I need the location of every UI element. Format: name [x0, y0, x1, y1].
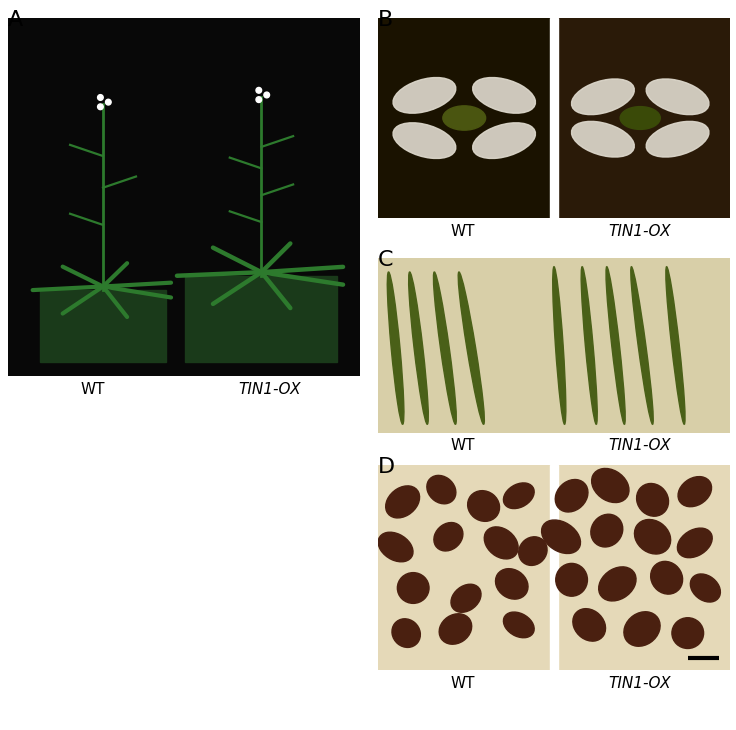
- Ellipse shape: [556, 564, 587, 596]
- Ellipse shape: [484, 527, 518, 559]
- Ellipse shape: [393, 123, 456, 158]
- Ellipse shape: [646, 121, 709, 157]
- Text: A: A: [8, 10, 24, 30]
- Ellipse shape: [631, 266, 654, 424]
- Text: TIN1-OX: TIN1-OX: [609, 675, 671, 691]
- Text: WT: WT: [450, 439, 475, 453]
- Ellipse shape: [542, 520, 581, 553]
- Bar: [558, 18, 730, 218]
- Ellipse shape: [434, 272, 456, 424]
- Ellipse shape: [397, 572, 429, 604]
- Ellipse shape: [392, 619, 420, 648]
- Ellipse shape: [598, 567, 636, 601]
- Ellipse shape: [427, 475, 456, 504]
- Ellipse shape: [467, 491, 500, 521]
- Ellipse shape: [571, 79, 634, 115]
- Ellipse shape: [519, 537, 547, 566]
- Text: WT: WT: [450, 675, 475, 691]
- Ellipse shape: [637, 483, 668, 516]
- Ellipse shape: [651, 561, 682, 594]
- Circle shape: [98, 95, 103, 100]
- Ellipse shape: [459, 272, 484, 424]
- Ellipse shape: [646, 79, 709, 115]
- Bar: [551, 18, 558, 218]
- Ellipse shape: [439, 614, 472, 645]
- Circle shape: [620, 107, 660, 129]
- Ellipse shape: [434, 523, 463, 551]
- Ellipse shape: [677, 528, 712, 558]
- Ellipse shape: [606, 266, 625, 424]
- Text: D: D: [378, 457, 395, 477]
- Text: TIN1-OX: TIN1-OX: [609, 223, 671, 239]
- Bar: [551, 465, 558, 670]
- Ellipse shape: [571, 121, 634, 157]
- Ellipse shape: [451, 584, 481, 612]
- Text: B: B: [378, 10, 393, 30]
- Text: C: C: [378, 250, 394, 270]
- Circle shape: [256, 97, 261, 102]
- Circle shape: [98, 104, 103, 110]
- Ellipse shape: [503, 612, 534, 638]
- Ellipse shape: [408, 272, 428, 424]
- Ellipse shape: [555, 480, 588, 512]
- Ellipse shape: [573, 609, 606, 641]
- Ellipse shape: [672, 618, 704, 648]
- Ellipse shape: [678, 477, 712, 507]
- Ellipse shape: [624, 612, 660, 646]
- Ellipse shape: [503, 483, 534, 509]
- Circle shape: [443, 106, 486, 130]
- Text: TIN1-OX: TIN1-OX: [609, 439, 671, 453]
- Circle shape: [105, 99, 111, 105]
- Bar: [378, 18, 551, 218]
- Ellipse shape: [581, 266, 597, 424]
- Ellipse shape: [387, 272, 404, 424]
- FancyBboxPatch shape: [40, 290, 166, 361]
- Ellipse shape: [690, 574, 721, 602]
- Ellipse shape: [634, 520, 670, 554]
- Ellipse shape: [378, 532, 413, 562]
- Ellipse shape: [591, 514, 623, 547]
- Ellipse shape: [473, 123, 536, 158]
- Circle shape: [264, 92, 269, 98]
- Ellipse shape: [473, 77, 536, 113]
- Ellipse shape: [495, 569, 528, 599]
- Ellipse shape: [592, 469, 629, 502]
- Text: TIN1-OX: TIN1-OX: [238, 382, 301, 396]
- Text: WT: WT: [450, 223, 475, 239]
- Circle shape: [256, 88, 261, 93]
- Text: WT: WT: [81, 382, 105, 396]
- Ellipse shape: [553, 266, 566, 424]
- FancyBboxPatch shape: [185, 276, 338, 361]
- Ellipse shape: [386, 486, 420, 518]
- Ellipse shape: [666, 266, 685, 424]
- Ellipse shape: [393, 77, 456, 113]
